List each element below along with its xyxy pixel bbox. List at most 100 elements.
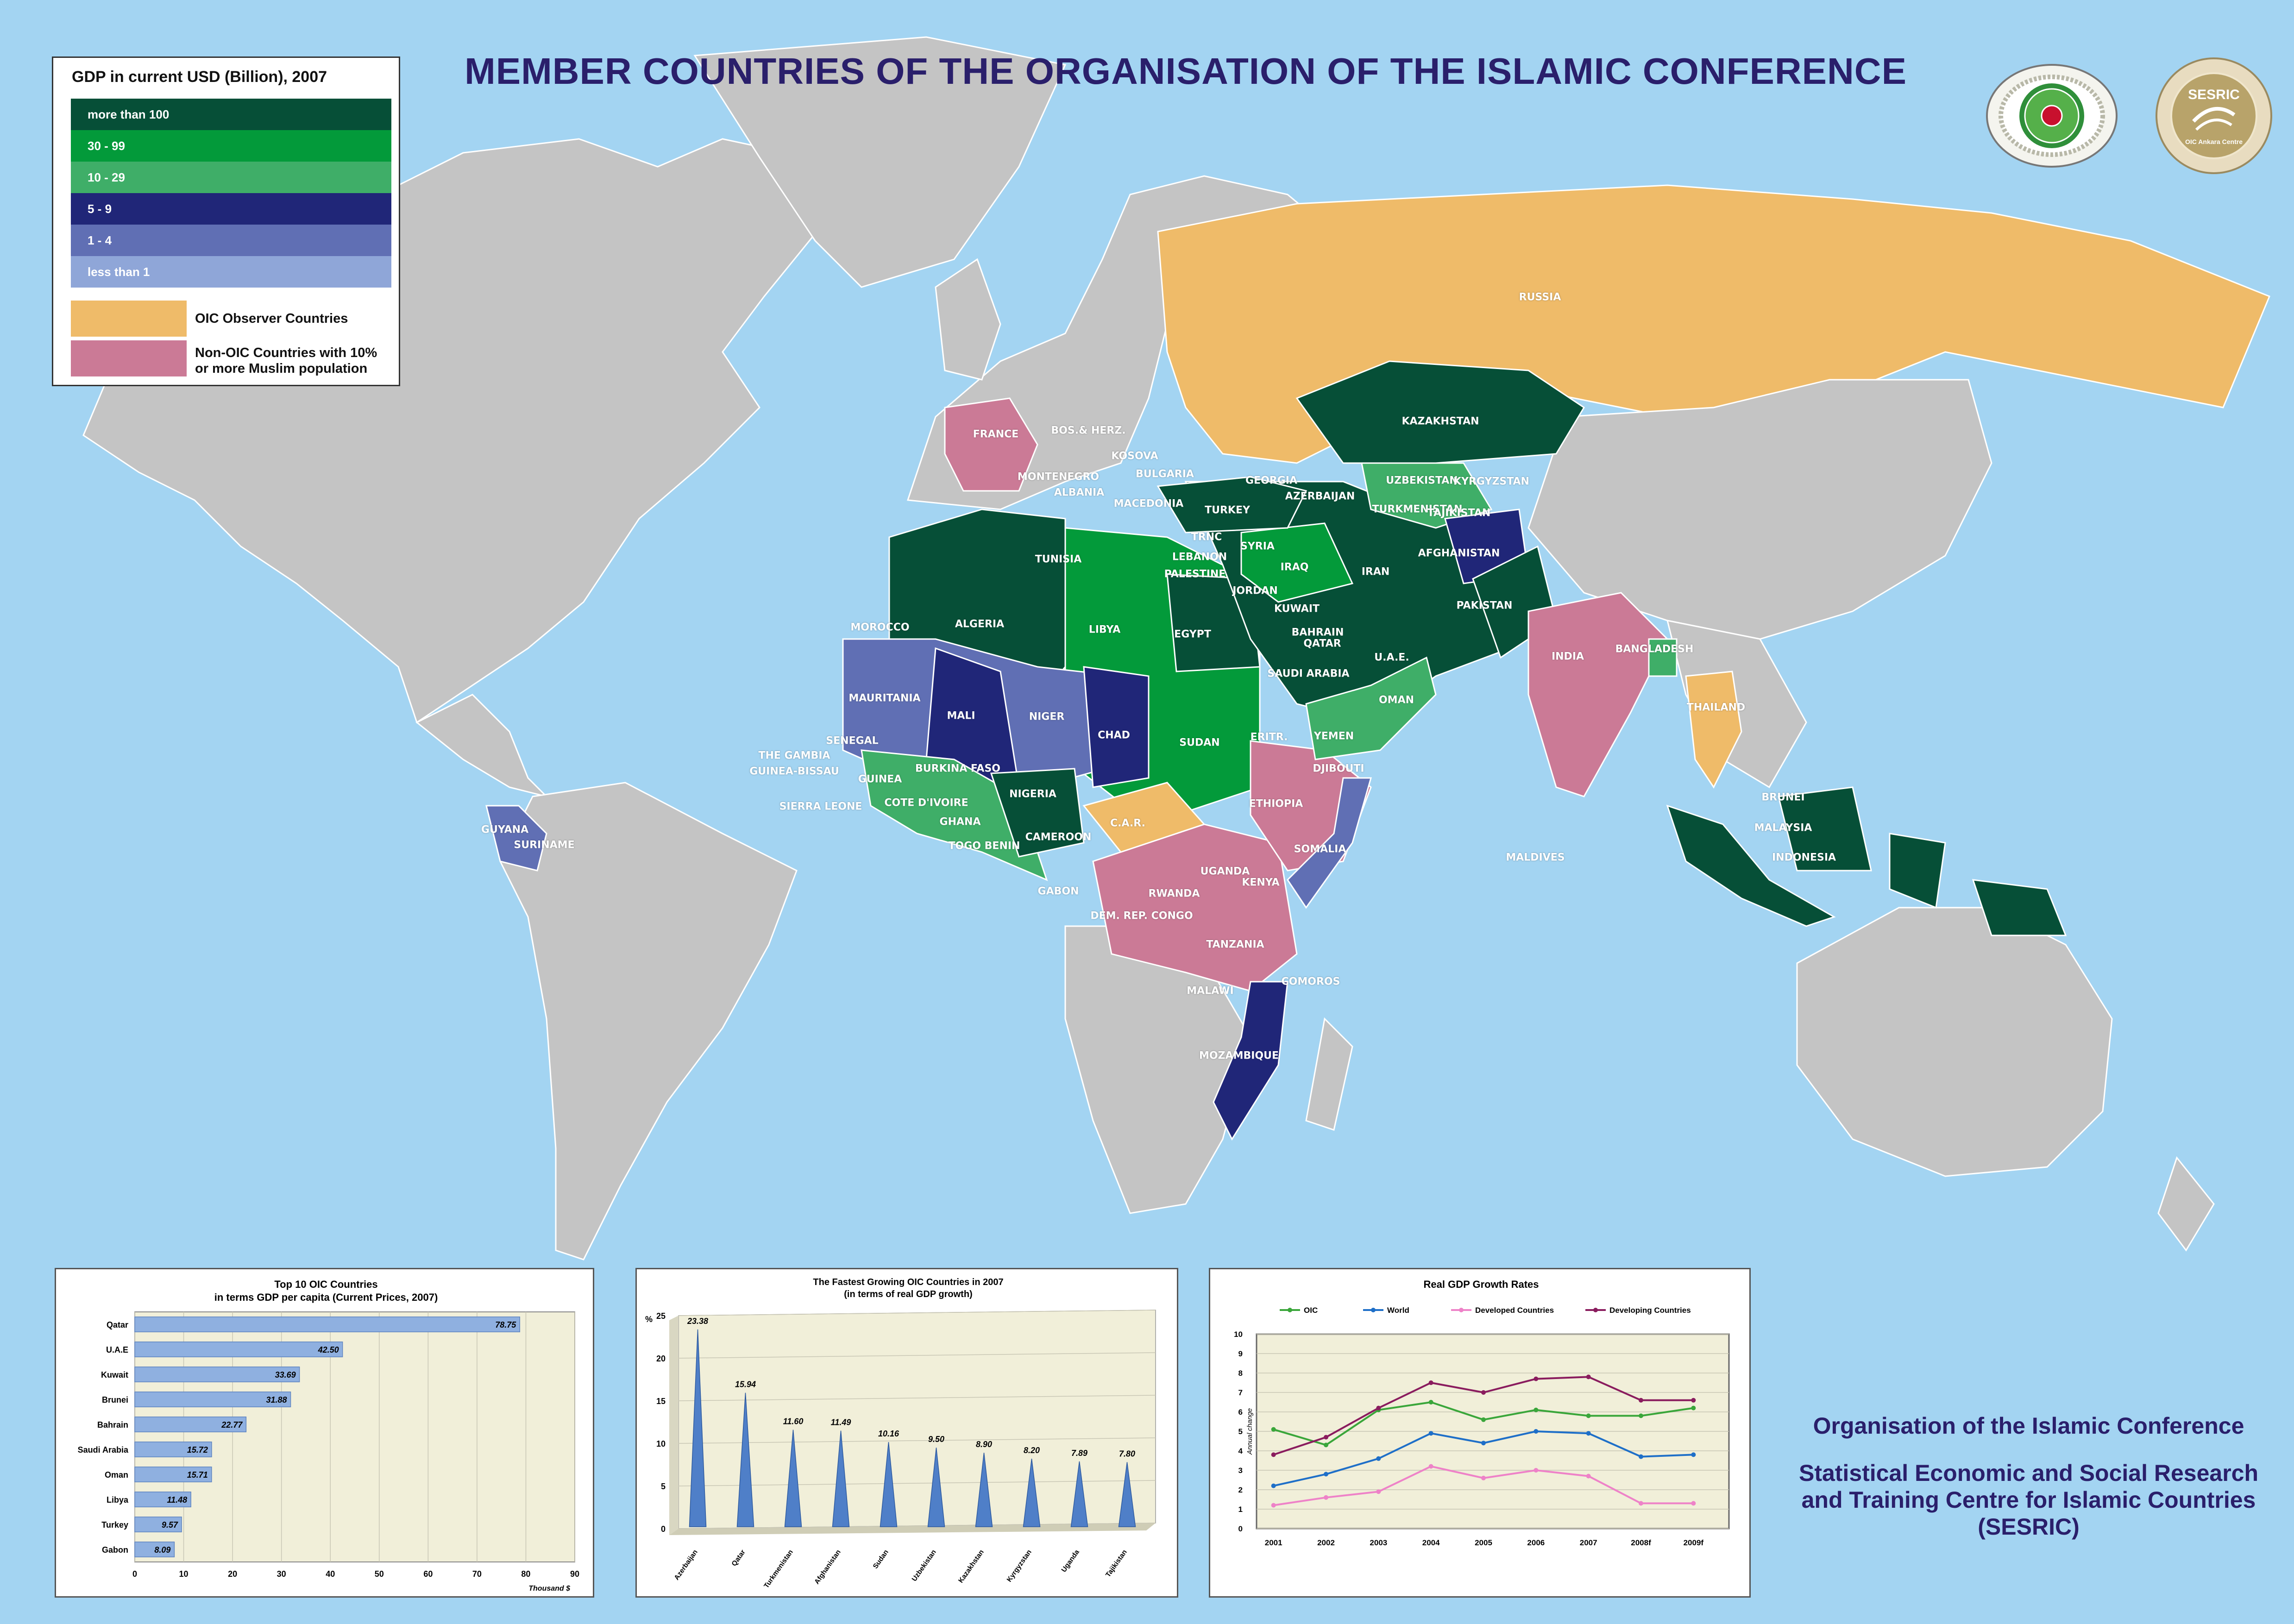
- chart1-bar: [134, 1467, 212, 1482]
- land-greenland: [693, 36, 1067, 288]
- chart3-y-tick: 4: [1238, 1447, 1243, 1455]
- country-label-iraq: IRAQ: [1280, 561, 1309, 573]
- chart3-point: [1271, 1483, 1276, 1488]
- chart2-gridline: [678, 1352, 1156, 1359]
- chart1-category-label: U.A.E: [106, 1345, 128, 1354]
- chart2-category-label: Turkmenistan: [762, 1549, 795, 1590]
- chart1-x-tick: 60: [423, 1569, 433, 1579]
- country-label-kuwait: KUWAIT: [1274, 603, 1320, 615]
- country-label-uzbekistan: UZBEKISTAN: [1386, 475, 1458, 487]
- country-label-turkey: TURKEY: [1205, 504, 1250, 516]
- chart2-y-tick: 5: [661, 1482, 666, 1491]
- country-label-egypt: EGYPT: [1174, 628, 1211, 640]
- map-title: MEMBER COUNTRIES OF THE ORGANISATION OF …: [465, 50, 1907, 92]
- chart2-cone: [880, 1442, 898, 1527]
- chart1-bar: [134, 1392, 291, 1407]
- region-yemen-oman: [1305, 656, 1437, 760]
- chart2-value-label: 7.89: [1071, 1448, 1087, 1458]
- chart2-category-label: Kazakhstan: [957, 1549, 986, 1585]
- chart2-cone: [832, 1430, 850, 1527]
- chart2-y-tick: 15: [656, 1397, 666, 1406]
- country-label-uganda: UGANDA: [1200, 865, 1250, 878]
- country-label-montenegro: MONTENEGRO: [1017, 471, 1100, 483]
- country-label-saudi-arabia: SAUDI ARABIA: [1267, 668, 1350, 680]
- chart3-point: [1481, 1475, 1486, 1480]
- chart3-y-tick: 8: [1238, 1369, 1243, 1378]
- land-china: [1527, 379, 1992, 640]
- chart1-value-label: 31.88: [266, 1395, 287, 1405]
- legend-item-5-9: 5 - 9: [71, 193, 391, 225]
- chart1-category-label: Oman: [105, 1470, 128, 1480]
- chart1-value-label: 42.50: [318, 1345, 339, 1354]
- chart3-point: [1481, 1417, 1486, 1422]
- chart1-title-line2: in terms GDP per capita (Current Prices,…: [214, 1292, 438, 1303]
- chart2-title-line2: (in terms of real GDP growth): [844, 1289, 972, 1299]
- chart1-x-tick: 50: [375, 1569, 384, 1579]
- chart3-point: [1271, 1452, 1276, 1457]
- chart2-value-label: 7.80: [1119, 1449, 1135, 1458]
- chart3-point: [1324, 1442, 1328, 1448]
- chart1-category-label: Bahrain: [97, 1420, 128, 1430]
- country-label-albania: ALBANIA: [1054, 487, 1105, 499]
- country-label-lebanon: LEBANON: [1172, 551, 1227, 563]
- chart1-bar: [134, 1417, 247, 1432]
- legend-swatch-non-oic: [71, 340, 187, 376]
- country-label-bangladesh: BANGLADESH: [1615, 643, 1694, 655]
- chart3-point: [1691, 1398, 1696, 1403]
- chart2-cone: [927, 1448, 945, 1527]
- country-label-algeria: ALGERIA: [955, 618, 1005, 630]
- country-label-togo-benin: TOGO BENIN: [948, 840, 1020, 852]
- chart3-x-tick: 2005: [1475, 1538, 1492, 1547]
- chart3-legend-marker: [1371, 1308, 1376, 1312]
- country-label-bahrain: BAHRAIN: [1291, 627, 1344, 639]
- country-label-cote-d-ivoire: COTE D'IVOIRE: [884, 797, 968, 809]
- chart3-legend-label: Developing Countries: [1609, 1306, 1691, 1315]
- chart3-point: [1534, 1429, 1539, 1434]
- chart3-point: [1639, 1398, 1643, 1403]
- chart3-legend-label: Developed Countries: [1475, 1306, 1554, 1315]
- chart2-cone: [736, 1392, 754, 1527]
- chart2-value-label: 8.90: [976, 1440, 992, 1449]
- chart2-wall: [669, 1316, 679, 1535]
- country-label-syria: SYRIA: [1240, 540, 1275, 552]
- legend-item-30-99: 30 - 99: [71, 130, 391, 162]
- chart1-x-tick: 0: [132, 1569, 137, 1579]
- chart3-point: [1324, 1435, 1328, 1440]
- chart3-y-tick: 5: [1238, 1427, 1243, 1436]
- country-label-c-a-r: C.A.R.: [1110, 817, 1146, 829]
- country-label-yemen: YEMEN: [1314, 730, 1354, 742]
- chart3-point: [1639, 1454, 1643, 1459]
- chart1-x-tick: 30: [277, 1569, 286, 1579]
- country-label-palestine: PALESTINE: [1164, 568, 1226, 580]
- chart1-value-label: 22.77: [221, 1420, 243, 1430]
- chart2-y-label: %: [645, 1315, 653, 1324]
- country-label-russia: RUSSIA: [1519, 291, 1561, 303]
- country-label-cameroon: CAMEROON: [1025, 831, 1092, 843]
- country-label-tunisia: TUNISIA: [1035, 553, 1082, 565]
- chart2-value-label: 23.38: [687, 1317, 708, 1326]
- chart2-cone: [975, 1453, 993, 1527]
- region-central-asia: [1295, 360, 1585, 464]
- legend-label-observer: OIC Observer Countries: [195, 311, 348, 326]
- footer-line-1: Organisation of the Islamic Conference: [1813, 1413, 2244, 1439]
- country-label-ghana: GHANA: [939, 816, 981, 828]
- chart2-gridline: [678, 1310, 1156, 1316]
- chart1-category-label: Turkey: [101, 1520, 128, 1530]
- region-india: [1527, 592, 1668, 797]
- chart2-gridline: [678, 1395, 1156, 1401]
- chart3-point: [1691, 1405, 1696, 1411]
- chart1-value-label: 78.75: [495, 1320, 516, 1329]
- region-thailand: [1685, 671, 1742, 789]
- country-label-turkmenistan: TURKMENISTAN: [1372, 503, 1463, 515]
- chart1-x-tick: 80: [521, 1569, 530, 1579]
- chart3-point: [1376, 1489, 1381, 1494]
- world-map: [82, 36, 2270, 1260]
- chart3-title: Real GDP Growth Rates: [1424, 1279, 1539, 1290]
- chart2-value-label: 15.94: [735, 1380, 756, 1389]
- country-label-kazakhstan: KAZAKHSTAN: [1402, 415, 1479, 427]
- chart1-x-tick: 20: [228, 1569, 237, 1579]
- country-label-kosova: KOSOVA: [1111, 450, 1158, 462]
- country-label-georgia: GEORGIA: [1245, 475, 1297, 487]
- chart3-legend-label: OIC: [1304, 1306, 1318, 1315]
- country-label-sudan: SUDAN: [1179, 737, 1220, 749]
